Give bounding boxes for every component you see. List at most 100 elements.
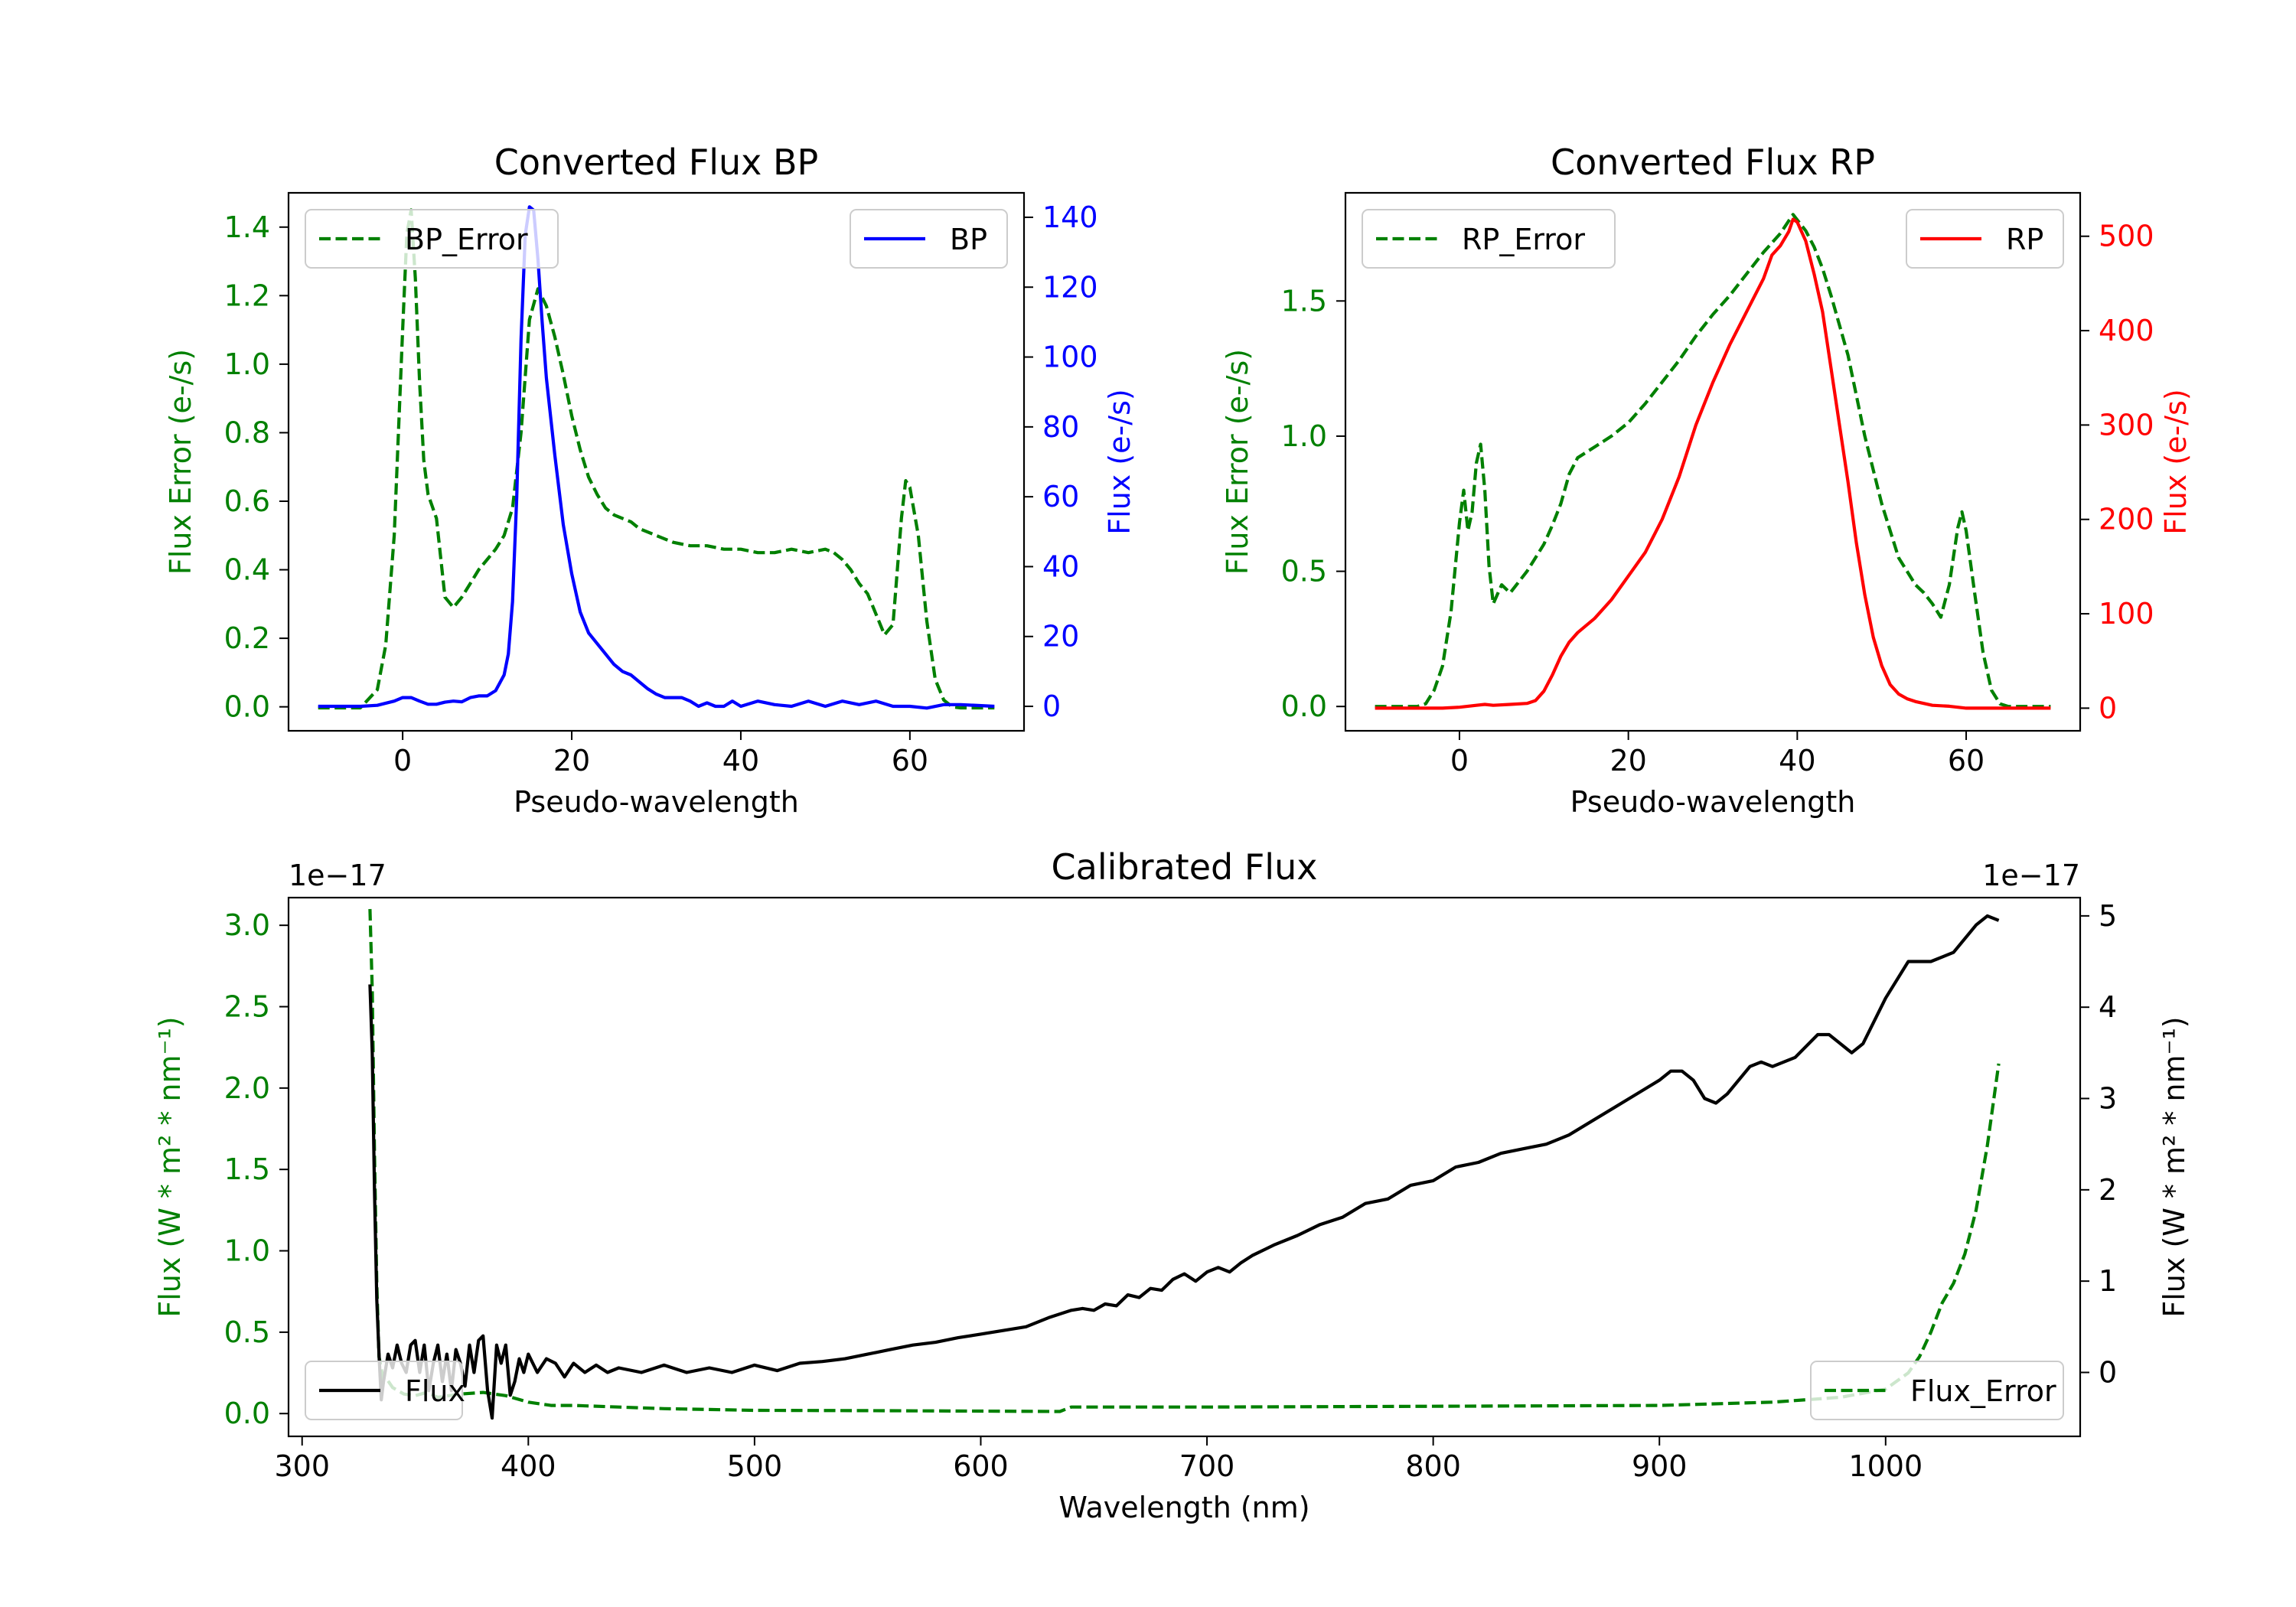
legend-box	[1906, 209, 2064, 269]
series-line-flux	[368, 914, 2000, 1420]
y-right-tick-label: 2	[2099, 1173, 2117, 1207]
y-left-tick-label: 0.0	[224, 1397, 270, 1430]
y-right-tick-label: 0	[2099, 1355, 2117, 1389]
chart-3: 300 400 500 600 700 800 900 1000 0.0 0.5 1.0 1.5 2.0…	[153, 846, 2191, 1524]
legend-box	[1362, 209, 1616, 269]
y-left-tick-label: 1.5	[224, 1152, 270, 1186]
x-tick-label: 400	[501, 1449, 556, 1483]
legend-box	[305, 1361, 463, 1420]
y-right-tick-label: 400	[2099, 314, 2154, 347]
x-tick-label: 300	[274, 1449, 330, 1483]
series-line-rp-error	[1375, 213, 2051, 709]
legend-left: Flux	[305, 1361, 465, 1420]
legend-left: BP_Error	[305, 209, 559, 269]
y-right-tick-label: 4	[2099, 990, 2117, 1024]
series-line-bp	[318, 205, 995, 710]
y-right-tick-label: 140	[1042, 200, 1098, 234]
x-tick-label: 600	[953, 1449, 1009, 1483]
y-left-axis-label: Flux Error (e-/s)	[1221, 349, 1254, 575]
y-left-axis-label: Flux Error (e-/s)	[164, 349, 197, 575]
plot-frame	[287, 896, 2082, 1438]
chart-title: Calibrated Flux	[1052, 846, 1318, 888]
y-right-tick-label: 5	[2099, 899, 2117, 933]
y-left-tick-label: 1.0	[1281, 419, 1327, 453]
y-left-tick-label: 0.4	[224, 553, 270, 587]
x-axis-label: Wavelength (nm)	[1058, 1491, 1309, 1524]
x-tick-label: 60	[892, 744, 928, 777]
y-left-tick-label: 0.8	[224, 416, 270, 449]
chart-title: Converted Flux BP	[494, 142, 819, 183]
x-axis-label: Pseudo-wavelength	[1570, 785, 1856, 819]
x-tick-label: 800	[1405, 1449, 1461, 1483]
y-left-tick-label: 1.5	[1281, 284, 1327, 318]
y-left-tick-label: 3.0	[224, 908, 270, 942]
x-tick-label: 20	[1609, 744, 1646, 777]
y-left-tick-label: 0.5	[224, 1315, 270, 1349]
legend-label: BP	[950, 223, 987, 256]
x-tick-label: 900	[1632, 1449, 1688, 1483]
x-tick-label: 500	[727, 1449, 783, 1483]
y-left-tick-label: 2.0	[224, 1071, 270, 1105]
legend-box	[850, 209, 1008, 269]
y-right-tick-label: 120	[1042, 270, 1098, 304]
x-tick-label: 40	[722, 744, 759, 777]
legend-box	[305, 209, 559, 269]
legend-label: RP_Error	[1462, 223, 1585, 256]
series-line-rp	[1375, 217, 2051, 710]
y-right-tick-label: 300	[2099, 408, 2154, 442]
y-right-tick-label: 1	[2099, 1264, 2117, 1298]
y-left-tick-label: 0.0	[1281, 689, 1327, 723]
y-left-tick-label: 0.6	[224, 484, 270, 518]
y-left-tick-label: 2.5	[224, 990, 270, 1024]
y-right-tick-label: 0	[1042, 689, 1061, 723]
x-tick-label: 0	[393, 744, 412, 777]
y-right-tick-label: 80	[1042, 410, 1079, 444]
legend-box	[1810, 1361, 2064, 1420]
x-tick-label: 20	[553, 744, 590, 777]
y-left-tick-label: 1.4	[224, 210, 270, 244]
y-right-tick-label: 500	[2099, 220, 2154, 253]
y-right-axis-label: Flux (W * m² * nm⁻¹)	[2157, 1016, 2191, 1317]
y-right-tick-label: 0	[2099, 691, 2117, 725]
chart-title: Converted Flux RP	[1551, 142, 1875, 183]
y-left-tick-label: 0.2	[224, 621, 270, 655]
legend-right: BP	[850, 209, 1008, 269]
y-left-tick-label: 1.2	[224, 279, 270, 312]
y-right-tick-label: 100	[1042, 341, 1098, 374]
legend-right: Flux_Error	[1810, 1361, 2064, 1420]
legend-right: RP	[1906, 209, 2064, 269]
legend-label: BP_Error	[405, 223, 528, 256]
legend-left: RP_Error	[1362, 209, 1616, 269]
x-tick-label: 40	[1779, 744, 1815, 777]
legend-label: Flux	[405, 1374, 465, 1408]
plot-frame	[1344, 191, 2082, 732]
y-right-tick-label: 40	[1042, 549, 1079, 583]
series-line-flux-error	[368, 908, 2001, 1413]
legend-label: RP	[2006, 223, 2043, 256]
x-tick-label: 1000	[1848, 1449, 1923, 1483]
y-right-tick-label: 60	[1042, 480, 1079, 513]
series-line-bp-error	[318, 208, 995, 710]
x-axis-label: Pseudo-wavelength	[514, 785, 799, 819]
y-left-tick-label: 1.0	[224, 347, 270, 381]
chart-1: 0 20 40 60 0.0 0.2 0.4 0.6 0.8 1.0 1.2 1.4 0 20 40 60 80…	[164, 142, 1137, 819]
x-tick-label: 60	[1948, 744, 1985, 777]
x-tick-label: 700	[1179, 1449, 1235, 1483]
y-left-offset-label: 1e−17	[289, 859, 386, 892]
y-left-tick-label: 1.0	[224, 1234, 270, 1268]
y-right-axis-label: Flux (e-/s)	[2159, 389, 2193, 534]
chart-2: 0 20 40 60 0.0 0.5 1.0 1.5 0 100 200 300 400 500 Conve…	[1221, 142, 2193, 819]
y-left-tick-label: 0.0	[224, 690, 270, 724]
y-right-tick-label: 100	[2099, 597, 2154, 631]
y-right-tick-label: 20	[1042, 620, 1079, 654]
legend-label: Flux_Error	[1910, 1374, 2056, 1408]
y-right-tick-label: 3	[2099, 1082, 2117, 1116]
y-right-tick-label: 200	[2099, 503, 2154, 536]
y-left-tick-label: 0.5	[1281, 555, 1327, 588]
plot-frame	[287, 191, 1026, 732]
x-tick-label: 0	[1450, 744, 1469, 777]
y-right-axis-label: Flux (e-/s)	[1103, 389, 1137, 534]
y-left-axis-label: Flux (W * m² * nm⁻¹)	[153, 1016, 187, 1317]
y-right-offset-label: 1e−17	[1982, 859, 2080, 892]
